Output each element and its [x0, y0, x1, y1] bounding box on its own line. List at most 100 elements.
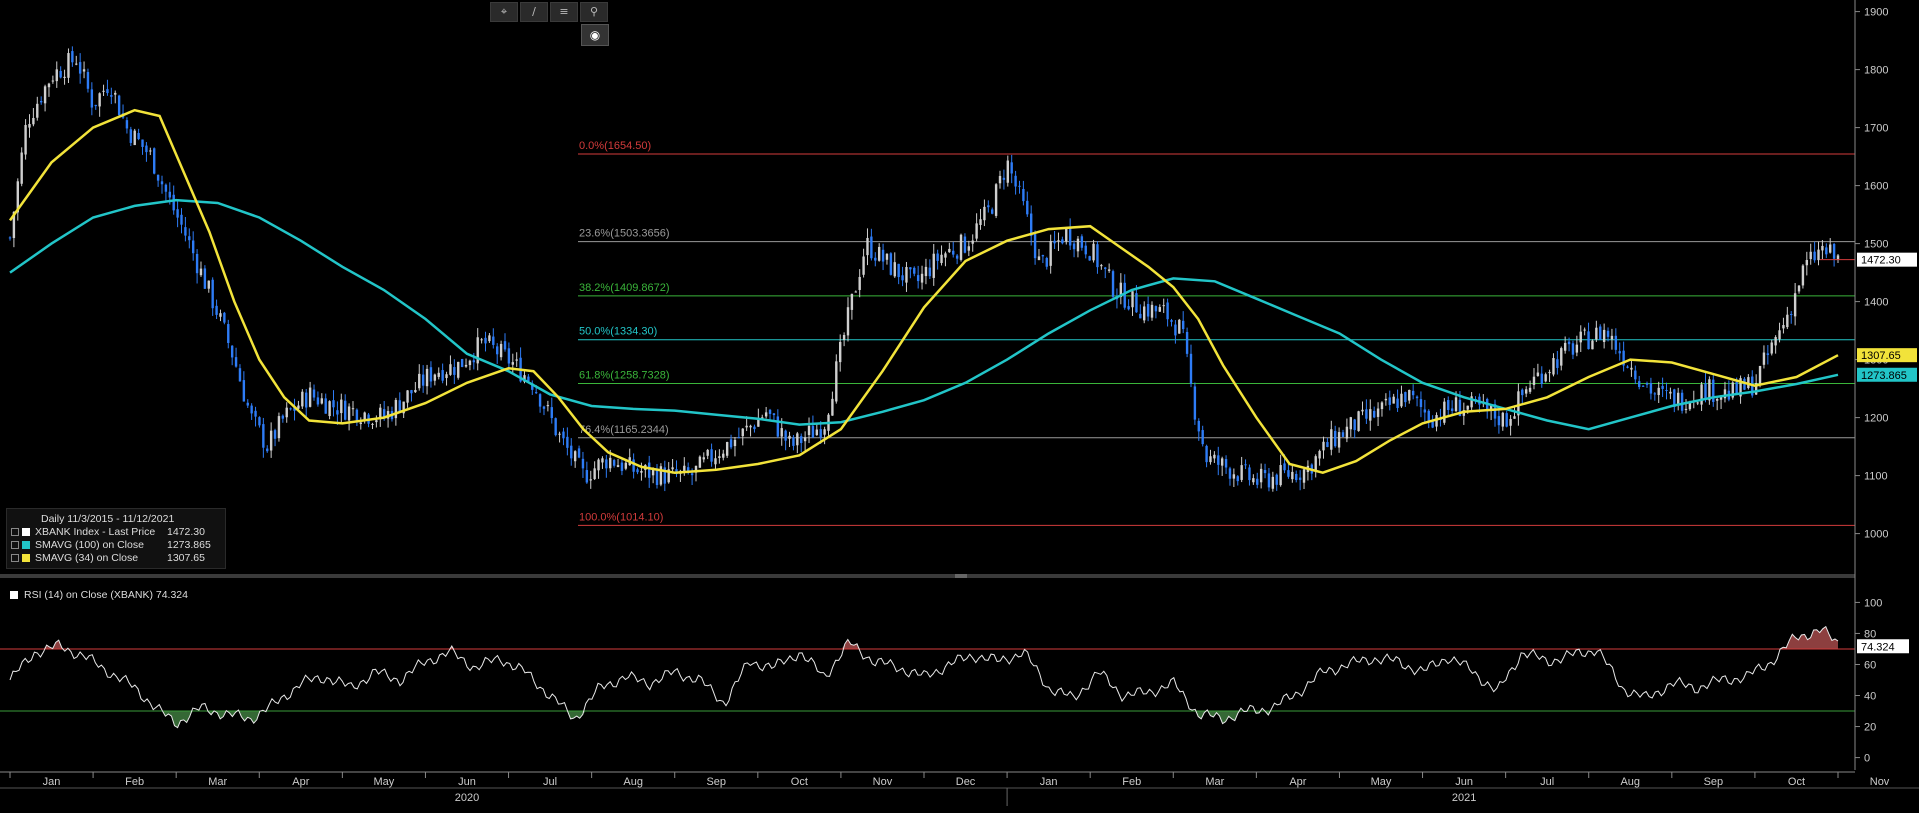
checkbox-icon[interactable] — [11, 553, 19, 562]
legend-item-sma100[interactable]: SMAVG (100) on Close 1273.865 — [11, 538, 221, 551]
candle-body — [1026, 200, 1029, 215]
sma34-line — [8, 108, 1839, 475]
candle-body — [1411, 390, 1415, 396]
candle-body — [698, 456, 702, 468]
candle-body — [20, 152, 23, 184]
candle-body — [496, 346, 499, 355]
checkbox-icon[interactable] — [11, 540, 19, 549]
candle-body — [1595, 327, 1598, 340]
candle-body — [601, 458, 604, 463]
candle-body — [1509, 418, 1512, 426]
candle-body — [242, 380, 246, 402]
candle-body — [297, 405, 300, 409]
candle-body — [1267, 473, 1271, 488]
candle-body — [71, 51, 74, 63]
candle-body — [819, 429, 822, 438]
candle-body — [12, 211, 16, 238]
menu-icon[interactable]: ≡ — [550, 2, 578, 22]
candle-body — [289, 408, 292, 410]
candle-body — [418, 373, 421, 389]
candle-body — [558, 433, 561, 435]
candle-body — [764, 412, 768, 417]
candle-body — [312, 389, 316, 398]
candle-body — [710, 449, 713, 462]
candle-body — [920, 273, 924, 283]
candle-body — [1821, 245, 1824, 251]
pencil-icon[interactable]: ∕ — [520, 2, 548, 22]
candle-body — [1092, 243, 1095, 261]
candle-body — [1236, 476, 1239, 482]
candle-body — [347, 406, 351, 421]
x-tick-label: May — [1371, 776, 1392, 788]
candle-body — [881, 249, 885, 262]
candle-body — [398, 400, 401, 413]
candle-body — [1680, 392, 1684, 411]
candle-body — [683, 465, 686, 472]
candle-body — [1524, 389, 1528, 394]
active-tool-button[interactable]: ◉ — [581, 24, 609, 46]
candle-body — [59, 70, 62, 78]
x-tick-label: Jun — [1455, 776, 1473, 788]
candle-body — [464, 364, 468, 367]
candle-body — [1548, 372, 1551, 374]
candle-body — [1217, 455, 1220, 465]
candle-body — [1536, 372, 1540, 376]
swatch-rsi — [10, 591, 18, 599]
candle-body — [1754, 382, 1758, 395]
legend-item-sma34[interactable]: SMAVG (34) on Close 1307.65 — [11, 551, 221, 564]
candle-body — [328, 401, 331, 417]
candle-body — [1676, 392, 1680, 406]
candle-body — [1388, 397, 1391, 405]
candle-body — [421, 374, 425, 386]
candle-body — [1832, 244, 1836, 259]
candle-body — [936, 253, 939, 261]
rsi-y-tick-label: 0 — [1864, 753, 1870, 765]
candle-body — [1197, 420, 1200, 432]
candle-body — [1719, 395, 1723, 400]
candle-body — [1014, 175, 1017, 187]
candle-body — [1489, 405, 1493, 411]
rsi-value-tag-label: 74.324 — [1861, 641, 1895, 653]
candle-body — [1408, 389, 1411, 401]
candle-body — [1096, 244, 1099, 268]
candle-body — [1443, 401, 1446, 423]
legend-label: SMAVG (100) on Close — [35, 538, 144, 551]
candle-body — [1100, 265, 1103, 267]
candle-body — [305, 392, 308, 408]
candle-body — [457, 361, 460, 378]
rsi-y-tick-label: 40 — [1864, 691, 1876, 703]
candle-body — [1517, 391, 1520, 416]
checkbox-icon[interactable] — [11, 527, 19, 536]
candle-body — [932, 253, 935, 278]
candle-body — [1392, 396, 1395, 404]
candle-body — [616, 465, 620, 468]
panel-separator — [0, 574, 1855, 578]
candle-body — [1119, 282, 1123, 298]
candle-body — [293, 406, 296, 411]
candle-body — [1053, 240, 1056, 244]
candle-body — [546, 405, 550, 407]
candle-body — [1131, 291, 1134, 308]
candle-body — [1244, 464, 1247, 466]
candle-body — [316, 397, 320, 405]
candle-body — [1154, 306, 1158, 312]
candle-body — [955, 255, 959, 259]
x-tick-label: May — [374, 776, 395, 788]
candle-body — [102, 90, 105, 92]
legend-item-price[interactable]: XBANK Index - Last Price 1472.30 — [11, 525, 221, 538]
candle-body — [332, 400, 335, 408]
candle-body — [340, 399, 343, 414]
candle-body — [815, 429, 819, 436]
candle-body — [449, 364, 452, 375]
candle-body — [1372, 410, 1376, 418]
candle-body — [1575, 344, 1579, 353]
search-icon[interactable]: ⚲ — [580, 2, 608, 22]
value-tag — [1857, 367, 1917, 382]
candle-body — [858, 276, 861, 290]
candle-body — [1587, 331, 1590, 350]
candle-body — [694, 465, 698, 473]
crosshair-icon[interactable]: ⌖ — [490, 2, 518, 22]
candle-body — [1232, 474, 1236, 479]
candle-body — [577, 448, 581, 458]
candle-body — [718, 456, 721, 459]
